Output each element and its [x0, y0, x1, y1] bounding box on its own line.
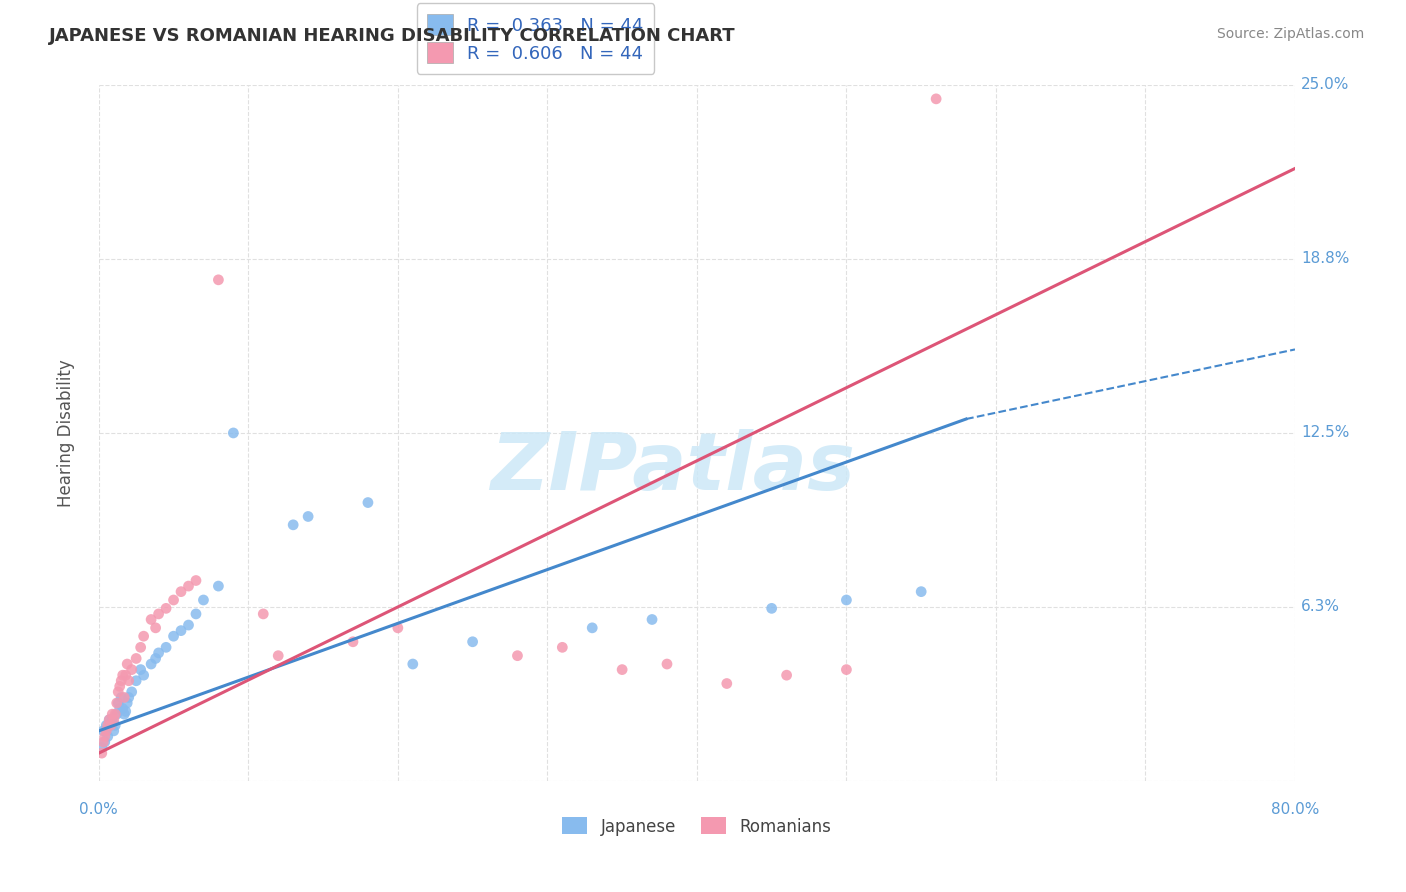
Point [110, 690, 132, 705]
Point [107, 696, 129, 710]
Point [132, 629, 155, 643]
Point [104, 707, 127, 722]
Point [267, 648, 290, 663]
Point [97, 730, 120, 744]
Point [610, 663, 633, 677]
Point [461, 634, 484, 648]
Point [111, 668, 134, 682]
Point [177, 579, 200, 593]
Point [112, 707, 135, 722]
Point [207, 273, 229, 287]
Point [121, 685, 143, 699]
Point [207, 579, 229, 593]
Point [357, 495, 380, 509]
Point [283, 517, 305, 532]
Point [91, 735, 114, 749]
Point [162, 593, 184, 607]
Text: 12.5%: 12.5% [1301, 425, 1350, 441]
Point [835, 663, 858, 677]
Text: JAPANESE VS ROMANIAN HEARING DISABILITY CORRELATION CHART: JAPANESE VS ROMANIAN HEARING DISABILITY … [49, 27, 735, 45]
Point [835, 593, 858, 607]
Point [148, 646, 170, 660]
Point [145, 621, 167, 635]
Point [108, 701, 131, 715]
Point [252, 607, 274, 621]
Point [184, 574, 207, 588]
Point [222, 425, 245, 440]
Point [94, 730, 117, 744]
Point [129, 640, 152, 655]
Point [125, 673, 148, 688]
Point [506, 648, 529, 663]
Point [155, 601, 177, 615]
Point [108, 679, 131, 693]
Point [297, 509, 319, 524]
Point [139, 657, 162, 671]
Point [641, 612, 664, 626]
Point [184, 607, 207, 621]
Point [716, 676, 738, 690]
Point [98, 713, 121, 727]
Point [387, 621, 409, 635]
Point [551, 640, 574, 655]
Text: 80.0%: 80.0% [1271, 802, 1319, 817]
Point [107, 685, 129, 699]
Point [110, 673, 132, 688]
Point [98, 713, 121, 727]
Text: Source: ZipAtlas.com: Source: ZipAtlas.com [1216, 27, 1364, 41]
Point [114, 704, 136, 718]
Point [112, 690, 135, 705]
Text: 0.0%: 0.0% [79, 802, 118, 817]
Point [925, 92, 948, 106]
Point [114, 668, 136, 682]
Point [101, 707, 124, 722]
Point [170, 624, 193, 638]
Point [118, 690, 141, 705]
Text: 25.0%: 25.0% [1301, 78, 1350, 93]
Point [118, 673, 141, 688]
Point [129, 663, 152, 677]
Point [581, 621, 603, 635]
Point [97, 718, 120, 732]
Point [342, 634, 364, 648]
Point [94, 735, 117, 749]
Point [105, 696, 128, 710]
Point [105, 707, 128, 722]
Point [100, 718, 122, 732]
Point [121, 663, 143, 677]
Point [177, 618, 200, 632]
Text: 6.3%: 6.3% [1301, 599, 1340, 615]
Text: 18.8%: 18.8% [1301, 252, 1350, 267]
Point [655, 657, 678, 671]
Text: ZIPatlas: ZIPatlas [491, 429, 855, 507]
Point [115, 657, 138, 671]
Point [104, 718, 127, 732]
Point [162, 629, 184, 643]
Point [193, 593, 215, 607]
Point [775, 668, 797, 682]
Point [103, 713, 125, 727]
Point [90, 746, 112, 760]
Point [910, 584, 932, 599]
Point [115, 696, 138, 710]
Point [103, 723, 125, 738]
Point [125, 651, 148, 665]
Point [96, 718, 118, 732]
Point [170, 584, 193, 599]
Legend: Japanese, Romanians: Japanese, Romanians [555, 811, 838, 842]
Point [132, 668, 155, 682]
Point [139, 612, 162, 626]
Point [402, 657, 425, 671]
Point [91, 723, 114, 738]
Point [111, 701, 134, 715]
Point [100, 718, 122, 732]
Y-axis label: Hearing Disability: Hearing Disability [58, 359, 75, 507]
Point [96, 723, 118, 738]
Point [761, 601, 783, 615]
Point [145, 651, 167, 665]
Point [101, 713, 124, 727]
Point [148, 607, 170, 621]
Point [155, 640, 177, 655]
Point [90, 740, 112, 755]
